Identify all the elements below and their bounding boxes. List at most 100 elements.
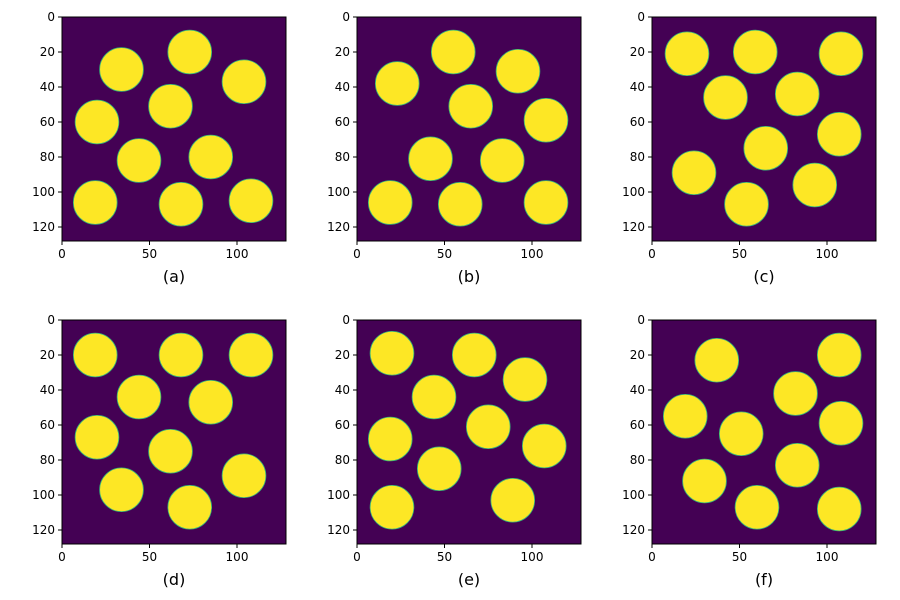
x-tick-label: 100 [226, 247, 249, 261]
y-tick-label: 40 [630, 383, 645, 397]
disk [816, 486, 862, 532]
y-tick-label: 100 [32, 488, 55, 502]
y-tick-label: 120 [622, 220, 645, 234]
disk [732, 29, 778, 75]
disk [724, 181, 769, 227]
disk [148, 428, 193, 474]
y-tick-label: 40 [335, 80, 350, 94]
y-tick-label: 80 [630, 453, 645, 467]
y-tick-label: 120 [327, 523, 350, 537]
y-tick-label: 100 [622, 488, 645, 502]
disk [743, 125, 789, 171]
y-tick-label: 20 [40, 45, 55, 59]
y-tick-label: 100 [327, 488, 350, 502]
y-tick-label: 40 [335, 383, 350, 397]
disk [158, 332, 204, 378]
x-tick-label: 50 [142, 550, 157, 564]
panel-caption: (f) [755, 570, 773, 589]
x-tick-label: 50 [437, 550, 452, 564]
disk [188, 379, 234, 425]
disk [664, 31, 710, 77]
disk [495, 48, 541, 94]
disk [523, 180, 569, 225]
disk [167, 29, 213, 75]
y-tick-label: 120 [32, 523, 55, 537]
disk [774, 71, 820, 117]
axes-frame [651, 16, 877, 242]
disk [818, 31, 864, 77]
disk [682, 458, 727, 504]
image-panel: 0 50 100 0 20 40 60 80 100 120 (a) [32, 10, 287, 286]
y-tick-label: 60 [630, 418, 645, 432]
disk [228, 178, 274, 224]
y-tick-label: 120 [32, 220, 55, 234]
disk [448, 83, 494, 129]
disk [369, 484, 415, 530]
image-panel: 0 50 100 0 20 40 60 80 100 120 (e) [327, 313, 582, 589]
disk [451, 332, 497, 378]
panel-a: 0 50 100 0 20 40 60 80 100 120 (a) [0, 0, 290, 290]
x-tick-label: 100 [816, 550, 839, 564]
disk [521, 423, 567, 469]
y-tick-label: 20 [335, 348, 350, 362]
disk [221, 59, 267, 105]
x-tick-label: 0 [648, 550, 656, 564]
disk [773, 371, 818, 416]
disk [718, 411, 764, 457]
axes-frame [61, 16, 287, 242]
disk [818, 400, 864, 446]
x-tick-label: 50 [142, 247, 157, 261]
x-tick-label: 50 [732, 550, 747, 564]
disk [734, 484, 780, 530]
y-tick-label: 0 [47, 313, 55, 327]
y-tick-label: 80 [630, 150, 645, 164]
disk [662, 393, 708, 439]
image-panel: 0 50 100 0 20 40 60 80 100 120 (b) [327, 10, 582, 286]
panel-caption: (c) [753, 267, 774, 286]
panel-f: 0 50 100 0 20 40 60 80 100 120 (f) [590, 303, 880, 593]
image-panel: 0 50 100 0 20 40 60 80 100 120 (f) [622, 313, 877, 589]
x-tick-label: 100 [816, 247, 839, 261]
disk [116, 374, 162, 420]
y-tick-label: 40 [630, 80, 645, 94]
y-tick-label: 100 [32, 185, 55, 199]
y-tick-label: 80 [40, 453, 55, 467]
disk [374, 61, 420, 106]
y-tick-label: 100 [327, 185, 350, 199]
panel-caption: (a) [163, 267, 185, 286]
y-tick-label: 0 [637, 313, 645, 327]
disk [167, 484, 213, 530]
disk [116, 138, 162, 183]
disk [792, 162, 838, 208]
disk [367, 416, 413, 462]
disk [411, 374, 457, 420]
y-tick-label: 0 [637, 10, 645, 24]
x-tick-label: 50 [437, 247, 452, 261]
y-tick-label: 60 [630, 115, 645, 129]
disk [99, 47, 144, 92]
y-tick-label: 60 [40, 418, 55, 432]
panel-caption: (e) [458, 570, 480, 589]
panel-caption: (b) [458, 267, 481, 286]
disk [72, 180, 118, 225]
disk [416, 446, 462, 492]
axes-frame [356, 319, 582, 545]
x-tick-label: 0 [58, 247, 66, 261]
panel-d: 0 50 100 0 20 40 60 80 100 120 (d) [0, 303, 290, 593]
y-tick-label: 0 [342, 10, 350, 24]
image-panel: 0 50 100 0 20 40 60 80 100 120 (d) [32, 313, 287, 589]
disk [188, 134, 234, 180]
y-tick-label: 100 [622, 185, 645, 199]
disk [502, 357, 548, 402]
axes-frame [356, 16, 582, 242]
disk [221, 453, 267, 499]
y-tick-label: 120 [622, 523, 645, 537]
x-tick-label: 100 [226, 550, 249, 564]
y-tick-label: 80 [40, 150, 55, 164]
x-tick-label: 100 [521, 550, 544, 564]
x-tick-label: 50 [732, 247, 747, 261]
y-tick-label: 80 [335, 453, 350, 467]
panel-caption: (d) [163, 570, 186, 589]
axes-frame [651, 319, 877, 545]
y-tick-label: 20 [630, 45, 645, 59]
